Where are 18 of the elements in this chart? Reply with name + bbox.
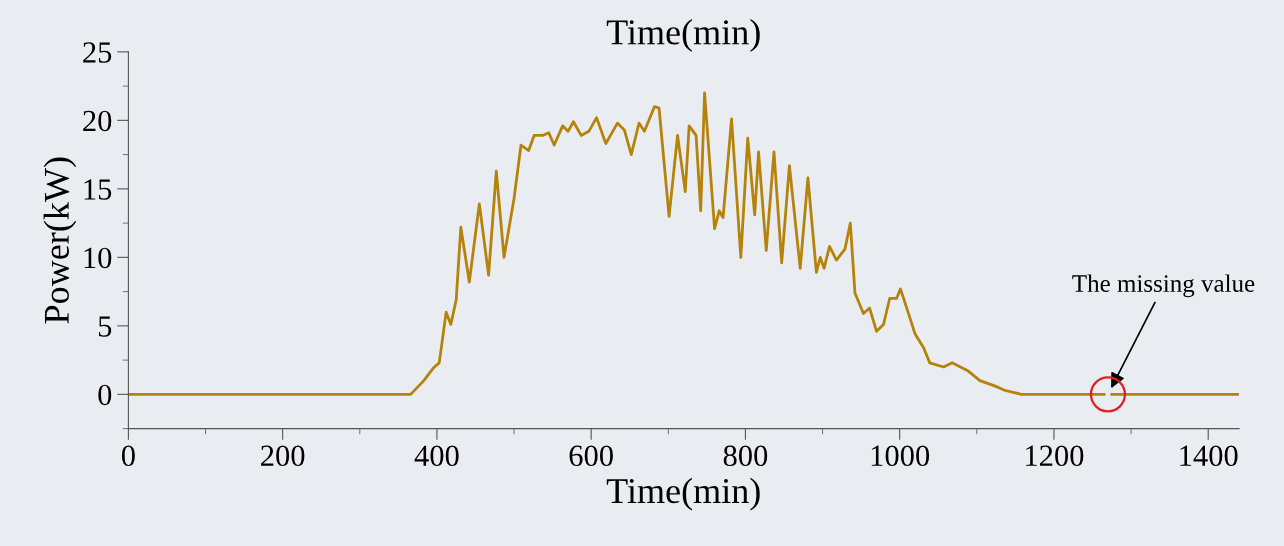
x-tick-label: 400 [414,445,459,467]
x-axis-title: Time(min) [606,477,760,511]
x-tick-label: 600 [569,445,613,467]
y-tick-label: 20 [83,110,112,132]
y-tick-label: 15 [84,179,112,200]
y-axis-title: Power(kW) [43,157,77,324]
y-tick-label: 10 [84,247,112,269]
y-tick-label: 25 [83,42,112,63]
chart-title: Time(min) [606,19,760,52]
x-tick-label: 1200 [1026,445,1084,467]
x-tick-label: 200 [261,445,305,467]
x-tick-label: 1400 [1180,445,1238,467]
x-tick-label: 0 [121,445,135,467]
x-tick-label: 800 [723,445,768,467]
annotation: The missing value [1072,274,1255,298]
y-tick-label: 5 [98,316,112,337]
x-tick-label: 1000 [871,445,930,467]
y-tick-label: 0 [98,384,112,406]
